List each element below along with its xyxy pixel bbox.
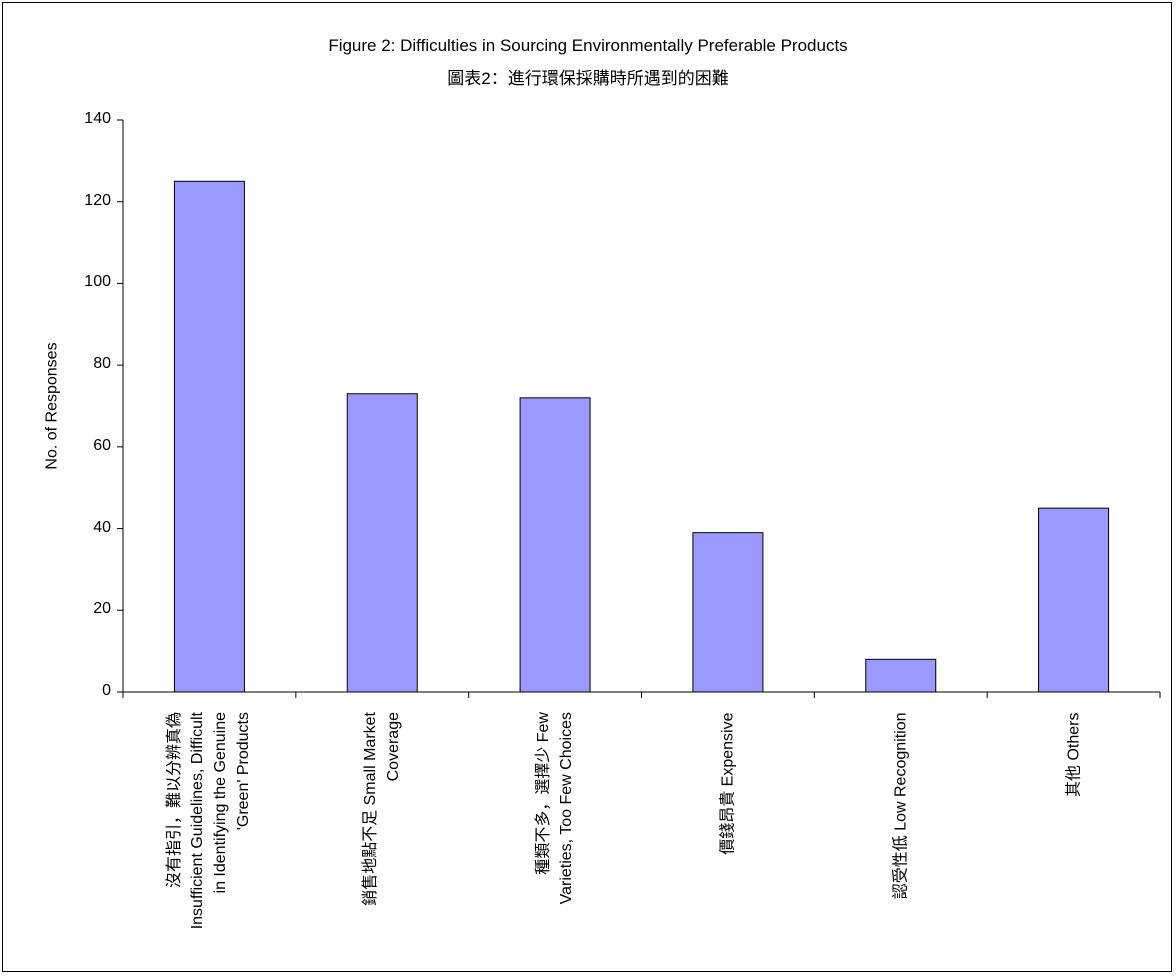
y-tick-label: 100 xyxy=(84,273,111,291)
bar xyxy=(519,397,591,693)
x-category-label: 銷售地點不足 Small Market Coverage xyxy=(362,712,403,906)
y-tick-label: 40 xyxy=(93,518,111,536)
y-tick-label: 60 xyxy=(93,436,111,454)
x-category-label: 認受性低 Low Recognition xyxy=(892,712,910,899)
y-tick-label: 140 xyxy=(84,110,111,127)
chart-subtitle: 圖表2：進行環保採購時所遇到的困難 xyxy=(447,69,729,88)
x-category-label: 種類不多，選擇少 Few Varieties, Too Few Choices xyxy=(535,712,576,905)
x-category-label: 沒有指引，難以分辨真偽 Insufficient Guidelines, Dif… xyxy=(166,712,253,930)
bar xyxy=(692,532,764,693)
bar xyxy=(346,393,418,693)
chart-title: Figure 2: Difficulties in Sourcing Envir… xyxy=(328,36,848,55)
y-tick-label: 120 xyxy=(84,191,111,209)
y-tick-label: 0 xyxy=(102,682,111,699)
bar xyxy=(1038,507,1110,693)
y-tick-label: 20 xyxy=(93,600,111,618)
bar xyxy=(173,180,245,693)
x-category-label: 價錢昂貴 Expensive xyxy=(719,712,737,855)
y-tick-label: 80 xyxy=(93,355,111,373)
x-category-label: 其他 Others xyxy=(1065,712,1083,797)
bar xyxy=(865,658,937,693)
